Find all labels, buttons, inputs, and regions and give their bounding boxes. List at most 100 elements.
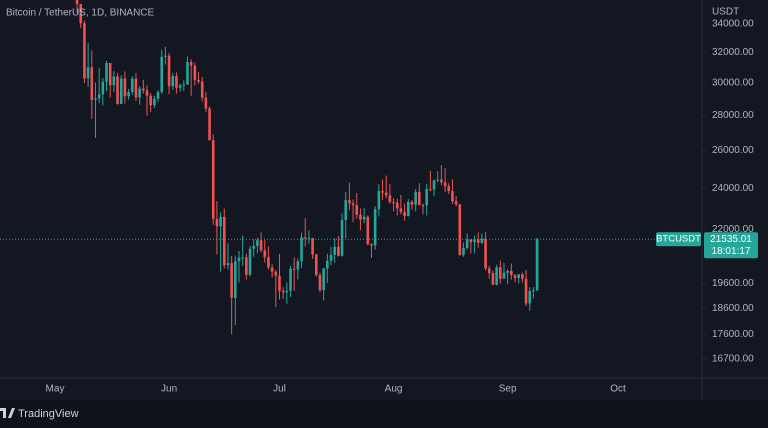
candle-body	[381, 191, 384, 193]
candle-body	[314, 254, 318, 275]
y-tick-label: 26000.00	[712, 145, 754, 156]
candle-body	[219, 216, 222, 227]
candle-body	[197, 79, 200, 82]
candle-body	[237, 257, 241, 262]
y-tick-label: 16700.00	[712, 354, 754, 365]
x-tick-label: Aug	[385, 384, 403, 395]
candle-body	[388, 195, 392, 203]
brand-name: TradingView	[18, 408, 79, 420]
candle-body	[145, 90, 149, 96]
candle-body	[429, 189, 432, 191]
candle-body	[226, 263, 230, 266]
candle-body	[178, 85, 182, 88]
candle-body	[326, 260, 329, 269]
candle-body	[487, 268, 491, 274]
footer-bar	[0, 400, 768, 428]
candle-body	[502, 272, 506, 279]
candle-body	[443, 182, 447, 187]
candle-body	[395, 202, 399, 209]
candle-body	[274, 271, 278, 276]
candle-body	[101, 81, 105, 95]
candle-body	[222, 216, 226, 266]
candle-body	[484, 238, 487, 269]
y-tick-label: 18600.00	[712, 303, 754, 314]
last-price-label: 21535.01	[710, 234, 752, 245]
candle-body	[211, 140, 215, 219]
candle-body	[208, 108, 211, 141]
candle-body	[351, 203, 355, 206]
candle-body	[270, 267, 274, 272]
candle-body	[267, 257, 270, 268]
candle-body	[359, 214, 362, 220]
candle-body	[182, 84, 186, 86]
candle-body	[300, 237, 303, 262]
candle-body	[94, 98, 97, 100]
candle-body	[532, 290, 535, 292]
candle-body	[348, 200, 351, 204]
candle-body	[329, 254, 333, 261]
candle-body	[384, 192, 388, 196]
candle-body	[193, 65, 197, 80]
candle-body	[506, 270, 509, 273]
candle-body	[149, 95, 152, 106]
candle-body	[406, 201, 410, 217]
candle-body	[292, 268, 296, 270]
candle-body	[263, 250, 267, 258]
y-tick-label: 19600.00	[712, 278, 754, 289]
candle-body	[355, 205, 359, 215]
candle-body	[289, 268, 292, 291]
price-tag	[704, 232, 758, 259]
candle-body	[410, 201, 414, 205]
candle-body	[510, 270, 513, 276]
symbol-label: BTCUSDT	[656, 234, 701, 245]
candle-body	[340, 220, 344, 256]
candle-body	[142, 88, 145, 91]
y-tick-label: 17600.00	[712, 329, 754, 340]
candle-body	[399, 208, 403, 212]
candle-body	[241, 257, 244, 259]
candle-body	[171, 75, 175, 87]
candle-body	[138, 88, 141, 98]
y-tick-label: 30000.00	[712, 78, 754, 89]
candle-body	[83, 23, 86, 79]
candle-body	[498, 267, 502, 279]
candle-body	[476, 239, 480, 243]
candle-body	[119, 78, 123, 104]
candle-body	[303, 237, 307, 239]
candle-body	[425, 189, 428, 206]
candle-body	[473, 239, 476, 243]
plot-area	[0, 0, 702, 335]
candle-body	[392, 202, 395, 204]
candle-body	[278, 275, 281, 291]
candle-body	[322, 268, 325, 291]
candle-body	[440, 179, 443, 183]
symbol-tag	[656, 232, 701, 247]
y-tick-label: 32000.00	[712, 47, 754, 58]
candle-body	[123, 78, 127, 97]
y-tick-label: 34000.00	[712, 19, 754, 30]
candle-body	[458, 204, 462, 255]
candle-body	[259, 240, 263, 251]
candle-body	[215, 218, 219, 227]
candle-body	[105, 63, 108, 82]
candle-body	[248, 248, 252, 275]
candle-body	[447, 186, 451, 192]
candle-body	[311, 238, 314, 255]
y-axis-label: USDT	[712, 7, 739, 18]
candle-body	[491, 273, 495, 285]
candle-body	[285, 290, 289, 293]
candle-body	[318, 274, 322, 291]
candle-body	[436, 179, 440, 181]
candle-body	[167, 55, 171, 87]
chart-title: Bitcoin / TetherUS, 1D, BINANCE	[6, 8, 155, 19]
candle-body	[362, 216, 366, 220]
candle-body	[344, 200, 348, 221]
candle-body	[164, 55, 167, 57]
candle-body	[256, 240, 259, 246]
candle-body	[153, 98, 156, 106]
candle-body	[112, 76, 116, 86]
candle-body	[513, 275, 517, 279]
